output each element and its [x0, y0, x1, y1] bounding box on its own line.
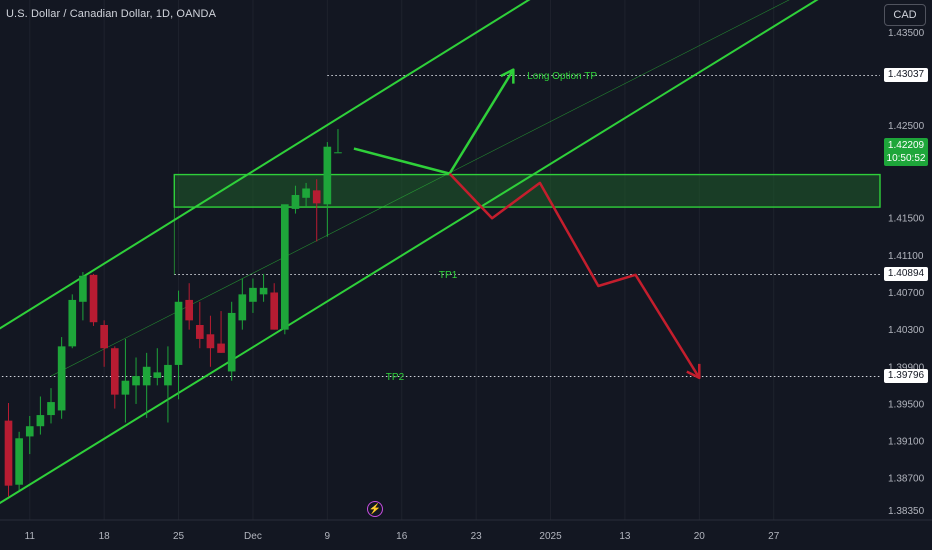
candle-body: [164, 364, 172, 386]
candle-body: [89, 274, 98, 323]
candle-body: [79, 275, 87, 302]
currency-button[interactable]: CAD: [884, 4, 926, 26]
short-arrow-head: [686, 363, 701, 380]
price-tick-label: 1.39900: [888, 362, 925, 373]
candle-body: [185, 299, 194, 321]
level-lines: [0, 74, 880, 377]
candle-body: [302, 188, 310, 198]
time-tick-label: 20: [694, 531, 706, 542]
time-tick-label: 18: [99, 531, 111, 542]
time-tick-label: 9: [325, 531, 331, 542]
price-tick-label: 1.38350: [888, 506, 925, 517]
long-option-tp-label: Long Option TP: [527, 71, 597, 82]
channel-upper-line: [0, 0, 531, 330]
candle-body: [195, 325, 204, 339]
tp1-label: TP1: [439, 270, 458, 281]
candle-body: [132, 376, 140, 386]
price-tick-label: 1.39500: [888, 399, 925, 410]
candle-body: [25, 426, 34, 437]
candle-body: [68, 299, 77, 347]
price-tick-label: 1.42500: [888, 121, 925, 132]
candle-body: [259, 287, 268, 295]
time-tick-label: 25: [173, 531, 185, 542]
candle-body: [15, 438, 23, 485]
tp1-price-tag: 1.40894: [884, 267, 928, 282]
candle-body: [270, 292, 279, 330]
lightning-icon[interactable]: ⚡: [367, 501, 383, 517]
time-tick-label: 23: [471, 531, 483, 542]
candle-body: [100, 325, 108, 349]
candle-body: [153, 372, 162, 378]
candle-body: [227, 312, 236, 372]
candle-body: [281, 204, 289, 330]
candle-body: [110, 348, 119, 395]
price-axis[interactable]: 1.43500 1.42500 1.41500 1.41100 1.40700 1.403…: [888, 28, 925, 517]
time-tick-label: 13: [619, 531, 631, 542]
candle-body: [238, 294, 247, 321]
time-tick-label: 11: [25, 531, 36, 542]
short-projection-path: [448, 172, 701, 379]
price-tick-label: 1.41500: [888, 214, 925, 225]
candle-body: [36, 415, 45, 427]
long-arrow-head: [500, 68, 515, 84]
price-tick-label: 1.40700: [888, 288, 925, 299]
candles: [4, 129, 342, 497]
candle-body: [249, 287, 257, 302]
channel-lower-line: [0, 0, 819, 505]
price-tick-label: 1.39100: [888, 437, 925, 448]
grid-lines: [0, 0, 932, 521]
price-tick-label: 1.40300: [888, 325, 925, 336]
current-price: 1.42209: [887, 140, 925, 152]
candle-body: [4, 420, 13, 486]
candle-body: [47, 402, 55, 416]
time-tick-label: 16: [396, 531, 408, 542]
candle-body: [334, 152, 342, 154]
projection-paths: [353, 68, 701, 380]
time-tick-label: 27: [768, 531, 780, 542]
time-axis[interactable]: 11 18 25 Dec 9 16 23 2025 13 20 27: [25, 531, 780, 542]
tp2-label: TP2: [386, 372, 405, 383]
candle-body: [57, 346, 66, 411]
bar-countdown: 10:50:52: [886, 153, 926, 165]
long-projection-path: [353, 68, 515, 175]
time-tick-label: Dec: [244, 531, 262, 542]
current-price-tag: 1.42209 10:50:52: [884, 138, 928, 167]
tp-long-price-tag: 1.43037: [884, 68, 928, 83]
candle-body: [121, 380, 130, 395]
tp2-price-tag: 1.39796: [884, 369, 928, 384]
price-tick-label: 1.43500: [888, 28, 925, 39]
candle-body: [323, 146, 332, 205]
price-tick-label: 1.41100: [888, 251, 924, 262]
candle-body: [174, 301, 183, 365]
candle-body: [206, 334, 215, 349]
time-tick-label: 2025: [539, 531, 562, 542]
candle-body: [217, 343, 225, 353]
price-tick-label: 1.38700: [888, 474, 925, 485]
candle-body: [291, 195, 300, 209]
candle-body: [142, 366, 151, 386]
candle-body: [312, 190, 321, 204]
chart-title: U.S. Dollar / Canadian Dollar, 1D, OANDA: [6, 8, 217, 20]
